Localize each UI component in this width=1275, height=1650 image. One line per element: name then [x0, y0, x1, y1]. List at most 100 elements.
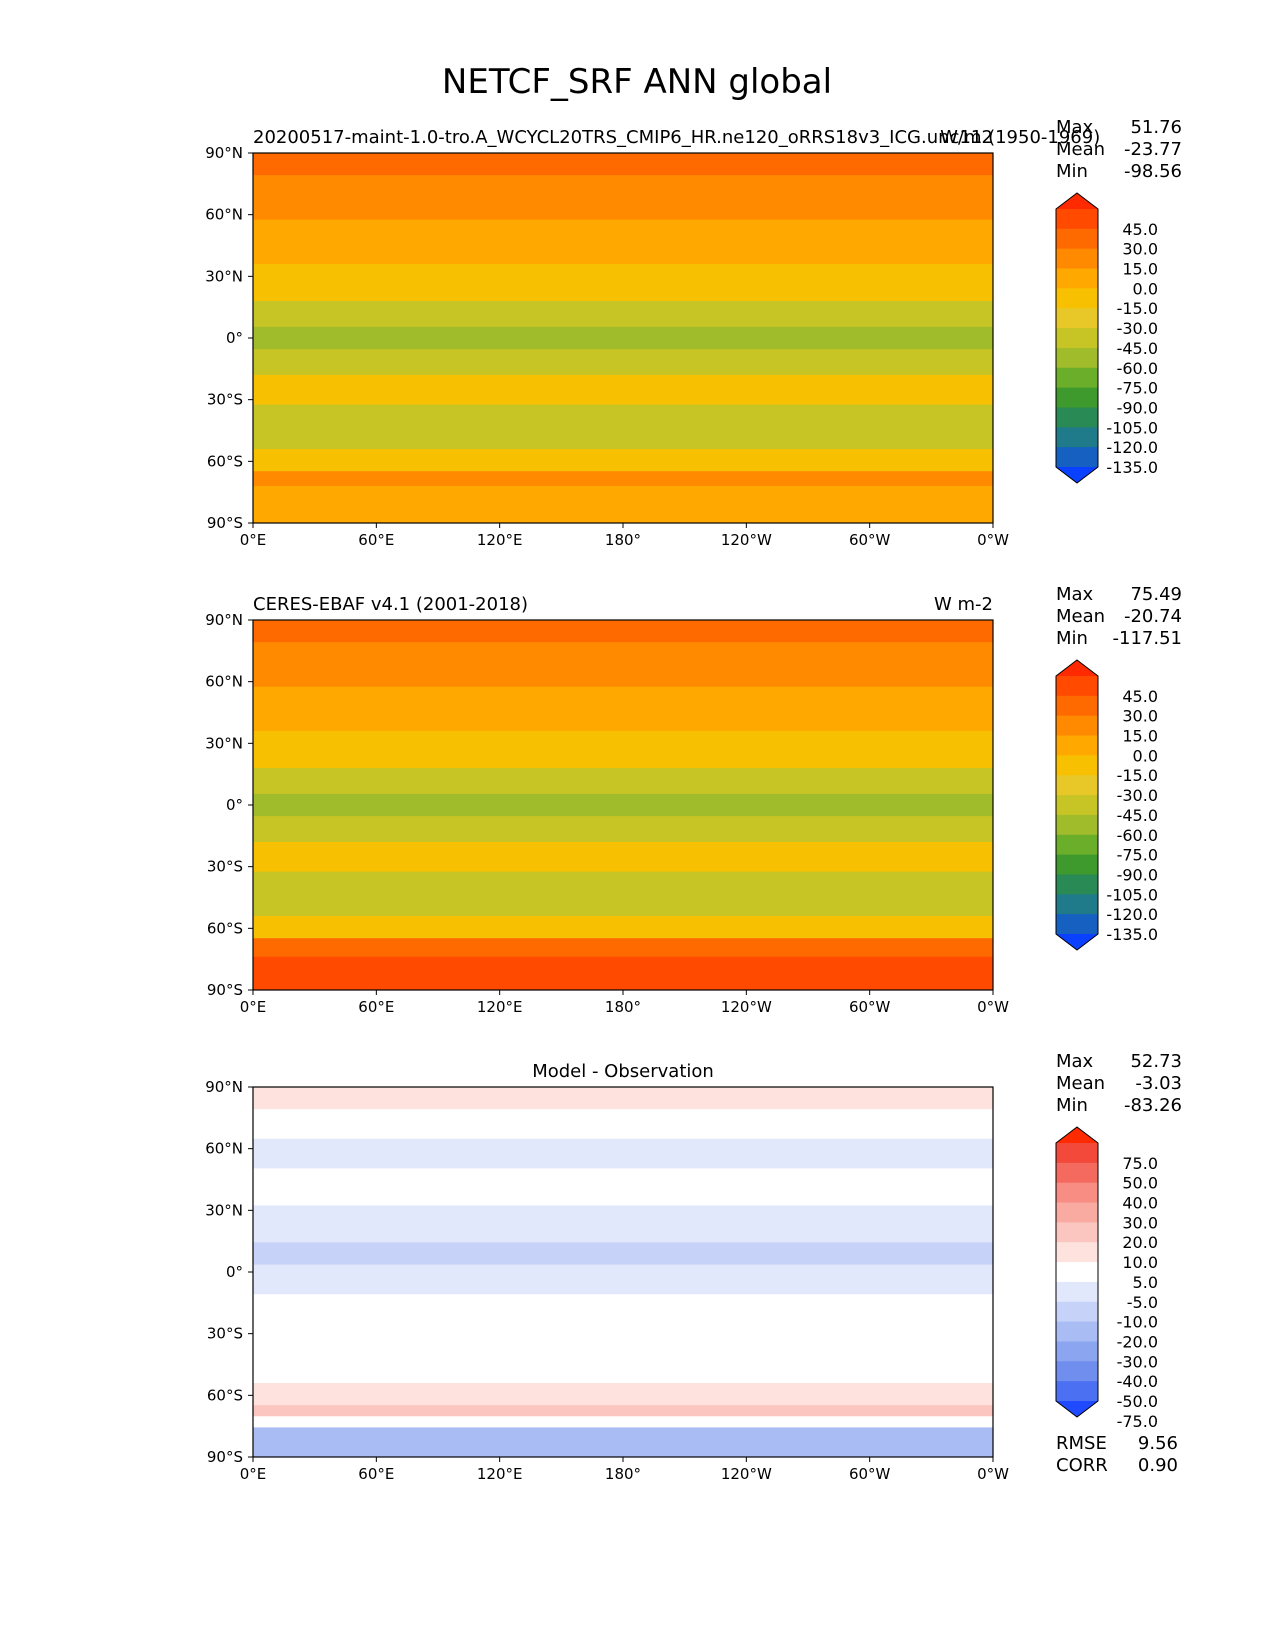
field-band — [253, 1383, 993, 1406]
field-band — [253, 642, 993, 688]
colorbar-label: -105.0 — [1106, 885, 1158, 904]
colorbar-swatch — [1056, 248, 1098, 269]
colorbar-swatch — [1056, 1202, 1098, 1223]
field-band — [253, 449, 993, 472]
y-tick-label: 0° — [226, 329, 243, 347]
colorbar-swatch — [1056, 735, 1098, 756]
y-tick-label: 0° — [226, 796, 243, 814]
colorbar-swatch — [1056, 308, 1098, 329]
colorbar-swatch — [1056, 775, 1098, 796]
x-tick-label: 60°W — [849, 531, 891, 549]
colorbar-outline — [1055, 192, 1099, 484]
colorbar-swatch — [1056, 367, 1098, 389]
stat-label: Max — [1056, 1051, 1094, 1072]
colorbar-extend-min — [1056, 1401, 1098, 1417]
x-tick-label: 120°W — [721, 998, 772, 1016]
y-tick-label: 60°S — [207, 452, 243, 470]
colorbar-swatch — [1056, 854, 1098, 875]
field-band — [253, 1427, 993, 1458]
field-band — [253, 1109, 993, 1140]
stat-value: -23.77 — [1124, 139, 1182, 160]
colorbar-label: -45.0 — [1117, 806, 1158, 825]
field-band — [253, 956, 993, 991]
field-band — [253, 871, 993, 917]
field-band — [253, 916, 993, 939]
colorbar-label: 0.0 — [1133, 279, 1158, 298]
colorbar-label: -60.0 — [1117, 826, 1158, 845]
y-tick-label: 60°S — [207, 1386, 243, 1404]
colorbar-label: 15.0 — [1122, 260, 1158, 279]
panel-1: 20200517-maint-1.0-tro.A_WCYCL20TRS_CMIP… — [205, 117, 1182, 549]
y-tick-label: 90°S — [207, 514, 243, 532]
colorbar-label: -135.0 — [1106, 925, 1158, 944]
colorbar-extend-min — [1056, 467, 1098, 483]
figure-title: NETCF_SRF ANN global — [442, 62, 832, 102]
stat-label: Max — [1056, 117, 1094, 138]
field-band — [253, 301, 993, 328]
colorbar-label: 30.0 — [1122, 707, 1158, 726]
panel-title-left: CERES-EBAF v4.1 (2001-2018) — [253, 594, 528, 615]
stat-label: CORR — [1056, 1455, 1108, 1476]
colorbar-swatch — [1056, 427, 1098, 448]
y-tick-label: 90°N — [205, 1078, 243, 1096]
y-tick-label: 30°N — [205, 267, 243, 285]
y-tick-label: 30°S — [207, 1325, 243, 1343]
field-band — [253, 731, 993, 769]
colorbar-extend-max — [1056, 193, 1098, 209]
y-tick-label: 60°N — [205, 673, 243, 691]
colorbar-label: -40.0 — [1117, 1372, 1158, 1391]
colorbar-swatch — [1056, 874, 1098, 895]
colorbar-swatch — [1056, 755, 1098, 776]
stat-value: -98.56 — [1124, 161, 1182, 182]
colorbar-swatch — [1056, 407, 1098, 428]
stat-label: RMSE — [1056, 1433, 1107, 1454]
colorbar-swatch — [1056, 1182, 1098, 1203]
y-tick-label: 90°N — [205, 144, 243, 162]
field-band — [253, 326, 993, 350]
stat-label: Mean — [1056, 606, 1105, 627]
field-band — [253, 219, 993, 265]
x-tick-label: 60°E — [358, 531, 394, 549]
stat-value: 9.56 — [1138, 1433, 1178, 1454]
colorbar-swatch — [1056, 1361, 1098, 1382]
colorbar-label: -15.0 — [1117, 766, 1158, 785]
field-band — [253, 404, 993, 450]
x-tick-label: 60°W — [849, 998, 891, 1016]
colorbar-extend-max — [1056, 660, 1098, 676]
field-band — [253, 620, 993, 643]
x-tick-label: 0°W — [977, 998, 1009, 1016]
colorbar-swatch — [1056, 1143, 1098, 1164]
x-tick-label: 120°E — [477, 531, 523, 549]
y-tick-label: 60°N — [205, 1140, 243, 1158]
colorbar-label: 10.0 — [1122, 1253, 1158, 1272]
colorbar-label: 45.0 — [1122, 220, 1158, 239]
y-tick-label: 30°S — [207, 391, 243, 409]
x-tick-label: 60°E — [358, 1465, 394, 1483]
colorbar-outline — [1055, 1126, 1099, 1418]
colorbar-swatch — [1056, 894, 1098, 915]
colorbar-label: 50.0 — [1122, 1174, 1158, 1193]
field-band — [253, 486, 993, 524]
colorbar-swatch — [1056, 1162, 1098, 1184]
x-tick-label: 180° — [605, 998, 641, 1016]
colorbar-swatch — [1056, 715, 1098, 736]
colorbar-label: 30.0 — [1122, 240, 1158, 259]
colorbar-swatch — [1056, 1381, 1098, 1402]
colorbar-swatch — [1056, 814, 1098, 836]
field-band — [253, 264, 993, 302]
colorbar-label: -50.0 — [1117, 1392, 1158, 1411]
stat-label: Min — [1056, 161, 1088, 182]
stat-label: Min — [1056, 1095, 1088, 1116]
field-map — [253, 1087, 993, 1458]
colorbar-swatch — [1056, 1321, 1098, 1342]
x-tick-label: 0°W — [977, 531, 1009, 549]
colorbar-label: -30.0 — [1117, 1352, 1158, 1371]
field-band — [253, 375, 993, 406]
field-band — [253, 816, 993, 843]
field-band — [253, 768, 993, 795]
stat-label: Max — [1056, 584, 1094, 605]
colorbar-label: 5.0 — [1133, 1273, 1158, 1292]
panel-3: Model - Observation 0°E 60°E 120°E 180° 120°W… — [205, 1051, 1182, 1483]
field-band — [253, 938, 993, 958]
